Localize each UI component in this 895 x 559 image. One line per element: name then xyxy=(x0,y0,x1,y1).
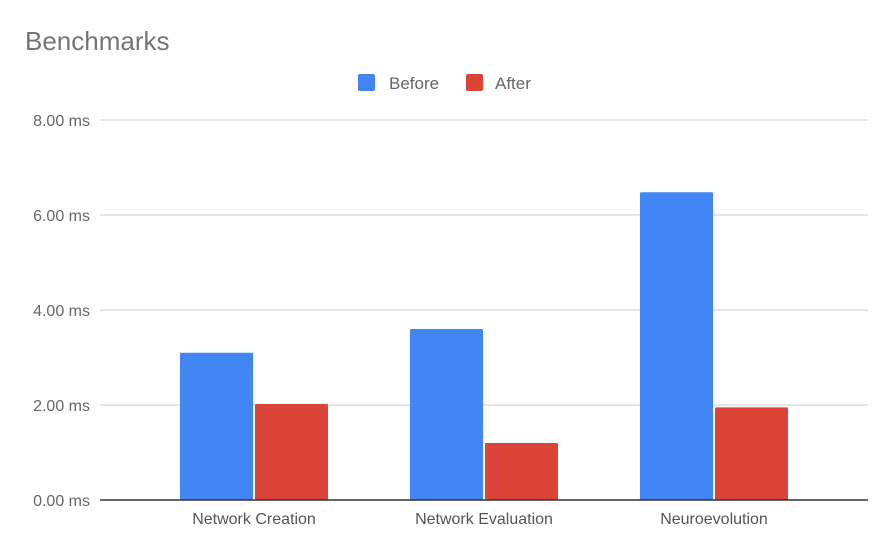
bar-after-1 xyxy=(255,404,328,500)
gridlines xyxy=(100,119,868,406)
y-tick-label: 8.00 ms xyxy=(33,113,90,130)
x-axis: Network Creation Network Evaluation Neuroe… xyxy=(192,511,768,528)
bar-after-3 xyxy=(715,407,788,500)
bar-before-1 xyxy=(180,352,253,500)
y-tick-label: 2.00 ms xyxy=(33,398,90,415)
legend-swatch-before xyxy=(358,74,375,91)
legend-swatch-after xyxy=(466,74,483,91)
legend-label-after: After xyxy=(495,74,531,93)
y-axis: 0.00 ms 2.00 ms 4.00 ms 6.00 ms 8.00 ms xyxy=(33,113,90,510)
legend: Before After xyxy=(358,74,531,93)
x-tick-label: Neuroevolution xyxy=(660,511,768,528)
bar-before-2 xyxy=(410,329,483,500)
y-tick-label: 4.00 ms xyxy=(33,303,90,320)
legend-label-before: Before xyxy=(389,74,439,93)
y-tick-label: 6.00 ms xyxy=(33,208,90,225)
x-tick-label: Network Evaluation xyxy=(415,511,553,528)
bars xyxy=(180,192,788,500)
y-tick-label: 0.00 ms xyxy=(33,493,90,510)
bar-before-3 xyxy=(640,192,713,500)
chart-title: Benchmarks xyxy=(25,26,170,56)
x-tick-label: Network Creation xyxy=(192,511,316,528)
bar-after-2 xyxy=(485,443,558,500)
